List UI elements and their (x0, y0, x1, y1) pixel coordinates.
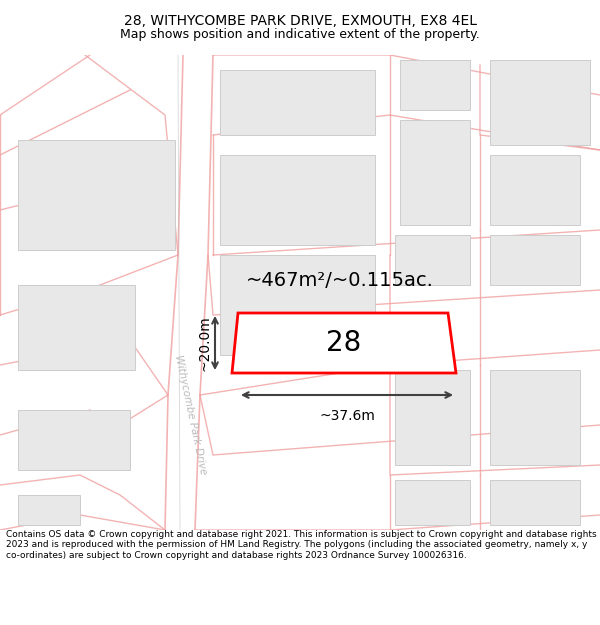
Polygon shape (490, 60, 590, 145)
Text: 28, WITHYCOMBE PARK DRIVE, EXMOUTH, EX8 4EL: 28, WITHYCOMBE PARK DRIVE, EXMOUTH, EX8 … (124, 14, 476, 28)
Text: ~467m²/~0.115ac.: ~467m²/~0.115ac. (246, 271, 434, 289)
Polygon shape (220, 70, 375, 135)
Polygon shape (220, 155, 375, 245)
Text: ~20.0m: ~20.0m (197, 315, 211, 371)
Text: Map shows position and indicative extent of the property.: Map shows position and indicative extent… (120, 28, 480, 41)
Text: Withycombe Park Drive: Withycombe Park Drive (173, 354, 209, 476)
Polygon shape (220, 255, 375, 355)
Text: 28: 28 (326, 329, 362, 357)
Text: ~37.6m: ~37.6m (319, 409, 375, 423)
Text: Contains OS data © Crown copyright and database right 2021. This information is : Contains OS data © Crown copyright and d… (6, 530, 596, 560)
Polygon shape (400, 120, 470, 225)
Polygon shape (490, 370, 580, 465)
Polygon shape (395, 370, 470, 465)
Polygon shape (232, 313, 456, 373)
Polygon shape (18, 495, 80, 525)
Polygon shape (18, 140, 175, 250)
Polygon shape (490, 155, 580, 225)
Polygon shape (395, 480, 470, 525)
Polygon shape (18, 285, 135, 370)
Polygon shape (18, 410, 130, 470)
Polygon shape (490, 235, 580, 285)
Polygon shape (490, 480, 580, 525)
Polygon shape (395, 235, 470, 285)
Polygon shape (400, 60, 470, 110)
